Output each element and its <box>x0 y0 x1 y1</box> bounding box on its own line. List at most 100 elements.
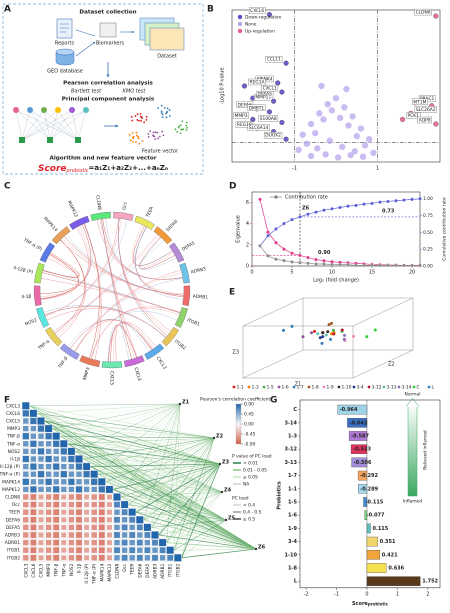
heat-cell <box>98 501 105 508</box>
heat-cell <box>38 555 44 561</box>
series-point <box>290 251 294 256</box>
cluster-dot <box>166 107 169 110</box>
volcano-point <box>359 153 367 160</box>
y-tick-label: 6 <box>246 200 249 206</box>
legend-swatch <box>412 385 416 389</box>
network-edge <box>21 109 73 141</box>
heat-cell <box>45 524 52 531</box>
chord-segment <box>51 226 71 245</box>
panel-label: A <box>4 5 11 15</box>
column-label: ADRB1 <box>160 563 166 578</box>
heat-cell <box>23 509 29 515</box>
chord-link <box>63 236 184 296</box>
dataset-sheet <box>149 27 185 51</box>
heat-cell <box>53 539 60 546</box>
gene-label-box <box>254 94 270 101</box>
category-label: 3-14 <box>284 420 297 426</box>
load-link <box>135 403 181 513</box>
scatter-point <box>330 321 333 325</box>
component-node <box>254 547 258 551</box>
scatter-point <box>290 324 294 328</box>
heat-cell <box>106 517 112 523</box>
series-point <box>346 262 350 267</box>
load-link <box>150 463 221 528</box>
series-point <box>346 204 350 208</box>
heat-cell <box>106 524 112 530</box>
heat-cell <box>30 494 37 500</box>
heat-cell <box>91 517 97 523</box>
series-point <box>354 203 358 208</box>
heat-cell <box>83 463 91 471</box>
row-label: MAPK14 <box>2 479 20 485</box>
heat-cell <box>45 509 52 515</box>
heat-cell <box>76 516 82 523</box>
heat-cell <box>61 502 67 508</box>
heat-cell <box>159 555 166 561</box>
column-label: TNF-α (P) <box>92 563 98 585</box>
heat-cell <box>114 501 120 508</box>
load-link <box>90 466 227 521</box>
load-link <box>128 437 215 505</box>
cluster-dot <box>168 114 171 117</box>
load-link <box>135 463 221 513</box>
load-link <box>181 437 215 558</box>
column-label: CLDN8 <box>115 563 121 578</box>
network-edge <box>49 109 87 141</box>
heat-cell <box>37 448 45 455</box>
feature-label: Feature vector <box>142 149 179 155</box>
heat-cell <box>53 509 60 516</box>
load-link <box>113 489 223 493</box>
heat-cell <box>136 554 143 561</box>
legend-label: None <box>245 22 257 28</box>
cluster-dot <box>137 137 140 140</box>
chord-segment <box>123 355 145 368</box>
volcano-point <box>279 119 285 126</box>
heat-cell <box>30 554 37 561</box>
legend-label: Up-regulation <box>245 29 275 35</box>
heat-cell <box>68 501 75 508</box>
chord-link <box>101 218 138 358</box>
heat-cell <box>152 539 158 546</box>
legend-swatch <box>337 385 341 389</box>
cluster-dot <box>161 113 164 116</box>
value-label: -0.587 <box>351 434 369 440</box>
load-link <box>173 437 215 551</box>
gene-label-box <box>258 115 279 122</box>
category-label: 1-6 <box>288 513 298 519</box>
chord-segment <box>101 361 123 369</box>
x-tick-label: -1 <box>334 591 339 597</box>
heat-cell <box>30 501 37 508</box>
load-link <box>59 403 181 437</box>
load-link <box>82 458 227 521</box>
load-link <box>151 491 223 528</box>
series-point <box>274 241 278 245</box>
scatter-point <box>321 335 325 339</box>
load-link <box>135 511 227 521</box>
heat-cell <box>61 486 67 493</box>
row-label: TEER <box>8 510 20 516</box>
gene-label: DMBT1 <box>249 105 265 111</box>
legend-label: 3-12 <box>372 385 382 391</box>
legend-label: 3-4 <box>357 385 364 391</box>
legend-label: 3-13 <box>387 385 397 391</box>
scatter-point <box>352 334 355 338</box>
heat-cell <box>37 425 45 432</box>
chord-link <box>74 272 182 352</box>
row-label: Il-12β (P) <box>0 464 20 470</box>
heat-cell <box>23 547 29 553</box>
column-label: CXCL3 <box>23 563 29 577</box>
heat-cell <box>76 479 82 485</box>
chord-link <box>40 224 92 300</box>
heat-cell <box>98 554 105 561</box>
heat-cell <box>38 509 44 515</box>
heat-cell <box>167 554 174 561</box>
load-link <box>113 437 215 490</box>
legend-swatch <box>237 14 243 20</box>
network-edge <box>21 109 45 141</box>
bar <box>358 484 368 494</box>
volcano-point <box>320 116 327 123</box>
heat-cell <box>53 471 59 477</box>
load-link <box>105 481 257 550</box>
value-label: 0.351 <box>380 539 396 545</box>
chord-link <box>56 239 86 337</box>
